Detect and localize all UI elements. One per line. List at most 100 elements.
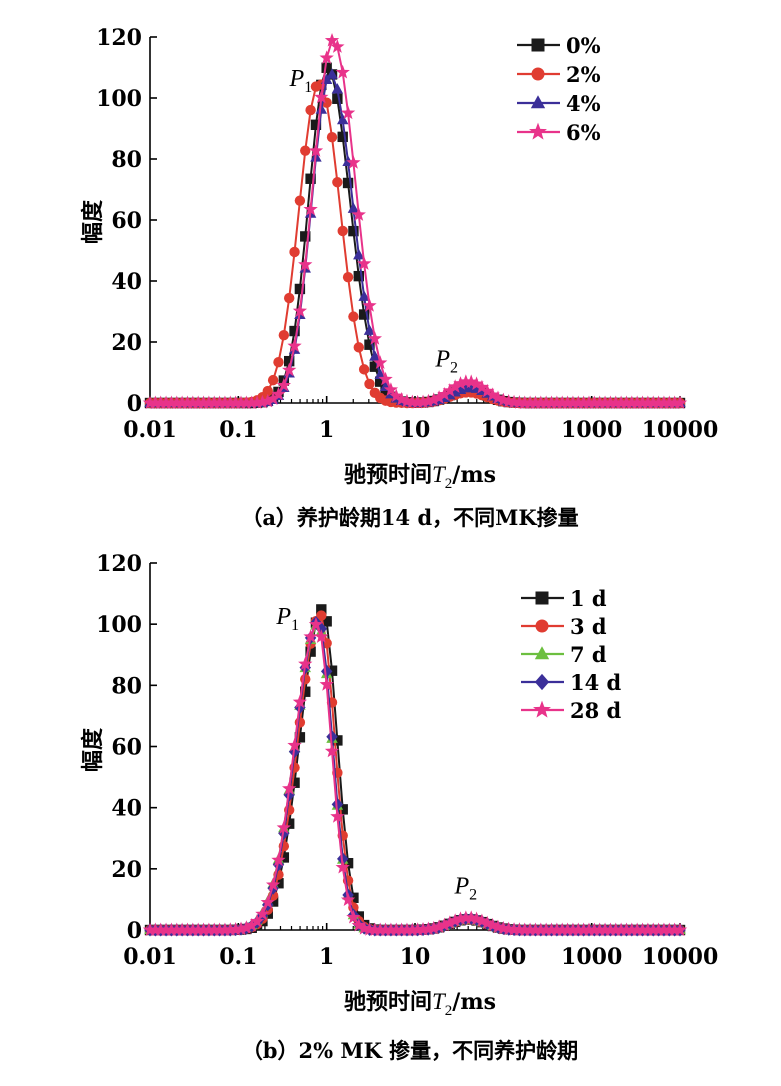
data-point: [164, 922, 179, 937]
data-point: [314, 89, 329, 104]
series-line: [150, 620, 680, 931]
data-point: [560, 395, 575, 410]
legend-marker: [531, 67, 545, 81]
data-point: [191, 922, 206, 937]
data-point: [608, 395, 623, 410]
data-point: [378, 371, 393, 386]
x-tick-label: 10000: [642, 417, 719, 443]
data-point: [480, 383, 495, 398]
data-point: [613, 922, 629, 937]
data-point: [207, 922, 222, 937]
data-point: [399, 922, 415, 937]
data-point: [453, 376, 468, 390]
y-tick-label: 80: [111, 147, 142, 173]
data-point: [346, 909, 361, 924]
data-point: [480, 915, 495, 930]
data-point: [358, 364, 370, 375]
data-point: [326, 730, 338, 744]
data-point: [667, 395, 682, 410]
data-point: [555, 922, 570, 937]
data-point: [565, 922, 581, 937]
data-point: [305, 104, 316, 116]
data-point: [273, 356, 284, 368]
data-point: [196, 395, 211, 410]
data-point: [378, 922, 393, 937]
series-6: [142, 32, 688, 410]
data-point: [394, 391, 409, 406]
data-point: [603, 922, 618, 937]
data-point: [142, 922, 158, 937]
y-tick-label: 0: [127, 391, 142, 417]
data-point: [353, 248, 365, 260]
data-point: [587, 922, 602, 937]
y-tick-label: 60: [111, 208, 142, 234]
data-point: [244, 395, 259, 410]
data-point: [571, 922, 586, 937]
series-4: [144, 68, 686, 408]
legend-marker: [530, 95, 546, 109]
data-point: [228, 395, 243, 410]
data-point: [603, 395, 618, 410]
data-point: [549, 922, 565, 937]
data-point: [271, 386, 286, 401]
series-28d: [142, 617, 688, 937]
data-point: [383, 922, 399, 937]
data-point: [331, 83, 344, 94]
data-point: [421, 393, 436, 408]
series-0: [144, 62, 686, 409]
data-point: [303, 201, 318, 216]
data-point: [490, 390, 506, 405]
data-point: [367, 331, 383, 345]
data-point: [337, 113, 349, 125]
legend-label: 3 d: [570, 614, 607, 639]
data-point: [458, 910, 474, 924]
legend-item: 28 d: [521, 698, 622, 723]
data-point: [613, 395, 629, 410]
data-point: [565, 395, 581, 410]
data-point: [314, 629, 329, 643]
data-point: [148, 922, 163, 937]
data-point: [303, 629, 318, 643]
series-line: [150, 65, 680, 404]
data-point: [447, 913, 463, 927]
legend-label: 7 d: [570, 642, 607, 667]
chart-b-tick-labels: 0 20 40 60 80 100 120 0.01 0.1 1 10 100 1000 10000: [96, 551, 718, 970]
data-point: [158, 395, 174, 410]
data-point: [324, 32, 340, 47]
data-point: [672, 922, 688, 937]
data-point: [517, 395, 532, 410]
data-point: [576, 395, 591, 410]
data-point: [271, 852, 286, 867]
peak-label: P1: [275, 604, 299, 634]
data-point: [308, 617, 324, 631]
legend-marker: [529, 122, 547, 140]
data-point: [549, 395, 565, 410]
peak-label: P2: [434, 346, 458, 376]
data-point: [164, 395, 179, 410]
data-point: [308, 143, 324, 157]
data-point: [426, 920, 441, 935]
y-tick-label: 40: [111, 796, 142, 822]
data-point: [358, 290, 370, 301]
y-tick-label: 60: [111, 735, 142, 761]
data-point: [453, 911, 468, 925]
data-point: [363, 324, 376, 335]
data-point: [292, 694, 308, 709]
y-tick-label: 120: [96, 25, 142, 51]
data-point: [646, 395, 661, 410]
data-point: [421, 921, 436, 936]
data-point: [576, 922, 591, 937]
data-point: [662, 922, 677, 937]
x-tick-label: 10000: [642, 944, 719, 970]
data-point: [201, 395, 217, 410]
legend-label: 4%: [566, 91, 601, 116]
legend-item: 1 d: [521, 586, 607, 611]
data-point: [464, 374, 479, 389]
legend-item: 7 d: [521, 642, 607, 667]
data-point: [517, 922, 532, 937]
chart-b-caption: （b）2% MK 掺量，不同养护龄期: [242, 1038, 578, 1063]
data-point: [223, 395, 238, 410]
data-point: [298, 656, 313, 671]
data-point: [389, 388, 404, 403]
data-point: [207, 395, 222, 410]
